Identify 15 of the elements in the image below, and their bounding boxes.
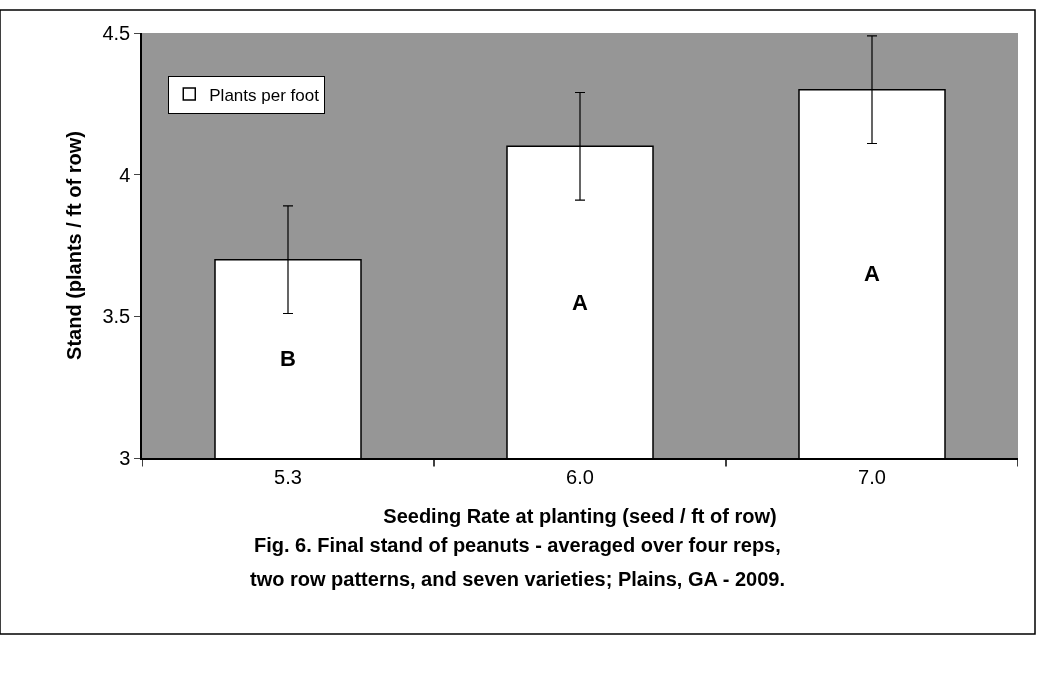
y-tick-label: 3: [119, 447, 131, 469]
x-tick-label: 5.3: [274, 465, 302, 488]
text: two row patterns, and seven varieties; Plains, GA - 2009.: [250, 568, 785, 590]
legend-label: Plants per foot: [209, 85, 320, 105]
x-axis-title: Seeding Rate at planting (seed / ft of row): [383, 504, 777, 527]
annotation: A: [864, 261, 880, 286]
caption: Fig. 6. Final stand of peanuts - averaged over four reps,: [254, 534, 781, 556]
y-tick-label: 4.5: [102, 22, 131, 44]
annotation: A: [572, 290, 588, 315]
annotation: B: [280, 346, 296, 371]
x-tick-label: 7.0: [858, 465, 886, 488]
y-tick-label: 3.5: [102, 305, 131, 328]
x-tick-label: 6.0: [566, 465, 594, 488]
y-axis-title: Stand (plants / ft of row): [63, 131, 86, 360]
y-tick-label: 4: [119, 163, 131, 186]
